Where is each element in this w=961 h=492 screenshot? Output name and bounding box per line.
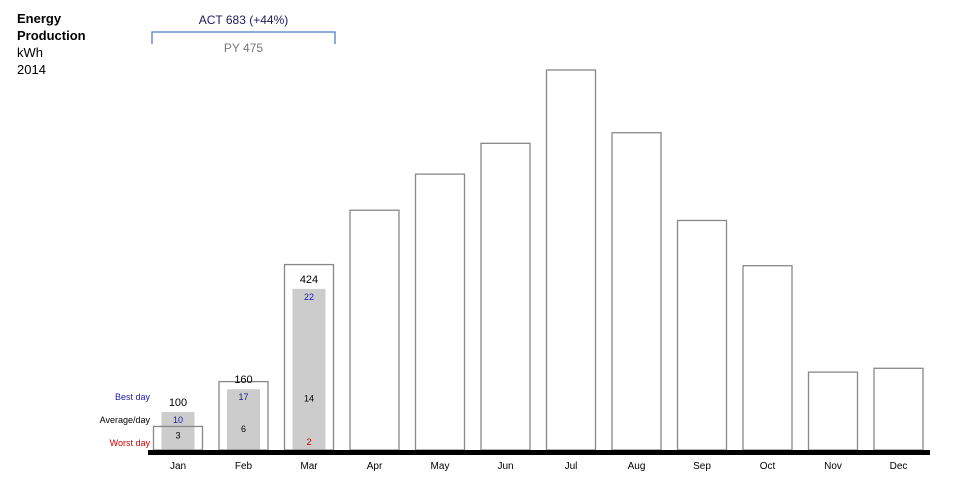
chart-title-block: Energy Production kWh 2014 xyxy=(17,10,86,78)
x-tick-label-jul: Jul xyxy=(565,461,578,472)
py-bar-nov xyxy=(807,371,859,451)
act-bar-mar xyxy=(292,288,326,450)
best-day-value-mar: 22 xyxy=(304,292,314,302)
py-bar-sep xyxy=(676,219,728,451)
x-tick-label-oct: Oct xyxy=(760,461,776,472)
chart-year: 2014 xyxy=(17,62,46,77)
py-bar-aug xyxy=(611,132,662,451)
x-tick-label-sep: Sep xyxy=(693,461,711,472)
average-day-value-mar: 14 xyxy=(304,394,314,404)
py-bar-oct xyxy=(742,265,793,451)
act-bar-feb xyxy=(227,389,260,450)
x-axis-baseline xyxy=(148,450,930,455)
best-day-value-jan: 10 xyxy=(173,415,183,425)
py-bar-may xyxy=(414,173,466,451)
py-bar-jul xyxy=(545,69,597,451)
py-bar-dec xyxy=(873,367,924,451)
act-bar-jan xyxy=(161,412,195,450)
act-value-label-mar: 424 xyxy=(300,274,318,286)
x-tick-label-apr: Apr xyxy=(367,461,383,472)
act-summary-label: ACT 683 (+44%) xyxy=(199,13,289,27)
worst-day-row-label: Worst day xyxy=(110,438,151,448)
py-summary-label: PY 475 xyxy=(224,41,263,55)
x-tick-label-may: May xyxy=(431,461,450,472)
x-tick-label-mar: Mar xyxy=(300,461,318,472)
x-tick-label-feb: Feb xyxy=(235,461,253,472)
act-value-label-feb: 160 xyxy=(234,374,252,386)
average-day-row-label: Average/day xyxy=(100,415,151,425)
x-tick-label-jun: Jun xyxy=(497,461,513,472)
py-bar-apr xyxy=(349,209,400,451)
best-day-value-feb: 17 xyxy=(238,392,248,402)
py-bar-jun xyxy=(480,142,531,451)
chart-unit: kWh xyxy=(17,45,43,60)
ytd-summary-bracket xyxy=(151,31,336,44)
chart-title-line-2: Production xyxy=(17,28,86,43)
x-tick-label-aug: Aug xyxy=(628,461,646,472)
x-tick-label-nov: Nov xyxy=(824,461,842,472)
chart-title-line-1: Energy xyxy=(17,11,62,26)
average-day-value-jan: 3 xyxy=(175,431,180,441)
average-day-value-feb: 6 xyxy=(241,424,246,434)
best-day-row-label: Best day xyxy=(115,392,151,402)
worst-day-value-mar: 2 xyxy=(306,437,311,447)
x-tick-label-dec: Dec xyxy=(890,461,908,472)
act-value-label-jan: 100 xyxy=(169,397,187,409)
x-tick-label-jan: Jan xyxy=(170,461,186,472)
